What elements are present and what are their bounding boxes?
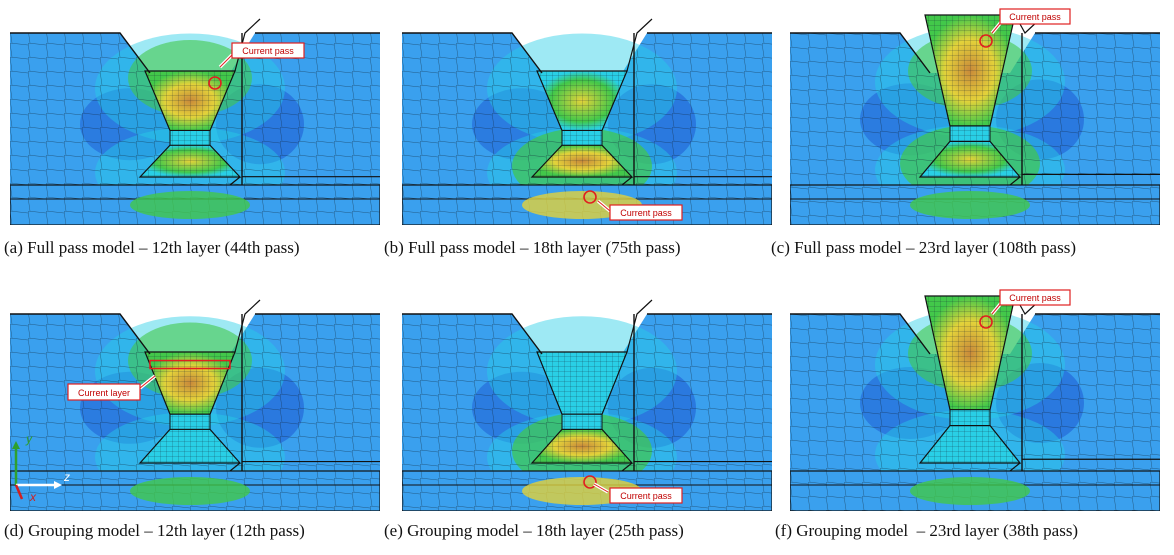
- caption-e: (e) Grouping model – 18th layer (25th pa…: [384, 521, 684, 540]
- panel-d-fe-model: Current layer y z x: [10, 299, 380, 511]
- current-pass-marker: [583, 190, 597, 204]
- panel-d: Current layer y z x: [10, 296, 380, 511]
- current-pass-marker: [208, 76, 222, 90]
- caption-d: (d) Grouping model – 12th layer (12th pa…: [4, 521, 305, 540]
- panel-c-fe-model: Current pass: [790, 8, 1160, 225]
- panel-b-fe-model: Current pass: [402, 18, 772, 225]
- callout-label: Current pass: [1009, 12, 1061, 22]
- callout-box: [67, 383, 141, 401]
- plate-outline: [790, 32, 1160, 74]
- z-axis-label: z: [63, 470, 70, 484]
- callout-label: Current pass: [620, 208, 672, 218]
- plate-outline: [402, 32, 772, 74]
- panel-e-fe-model: Current pass: [402, 299, 772, 511]
- caption-f: (f) Grouping model – 23rd layer (38th pa…: [775, 521, 1079, 540]
- panel-a-fe-model: Current pass: [10, 18, 380, 225]
- callout-label: Current pass: [620, 491, 672, 501]
- panel-b: Current pass: [402, 15, 772, 225]
- callout-box: [609, 487, 683, 504]
- plate-outline: [10, 32, 380, 74]
- panel-f-fe-model: Current pass: [790, 289, 1160, 511]
- callout-box: [609, 204, 683, 221]
- caption-c: (c) Full pass model – 23rd layer (108th …: [771, 238, 1076, 257]
- callout-box: [999, 8, 1071, 25]
- caption-b: (b) Full pass model – 18th layer (75th p…: [384, 238, 681, 257]
- callout-label: Current pass: [242, 46, 294, 56]
- panel-c: Current pass: [790, 5, 1160, 225]
- plate-outline: [10, 313, 380, 355]
- plate-outline: [402, 313, 772, 355]
- panel-a: Current pass: [10, 15, 380, 225]
- current-layer-highlight: [149, 359, 231, 370]
- current-pass-marker: [979, 34, 993, 48]
- current-pass-marker: [583, 475, 597, 489]
- y-axis-label: y: [25, 432, 33, 446]
- plate-outline: [790, 313, 1160, 355]
- callout-label: Current layer: [78, 388, 130, 398]
- panel-f: Current pass: [790, 286, 1160, 511]
- x-axis-arrow: [14, 484, 24, 500]
- current-pass-marker: [979, 315, 993, 329]
- callout-label: Current pass: [1009, 293, 1061, 303]
- caption-a: (a) Full pass model – 12th layer (44th p…: [4, 238, 300, 257]
- callout-box: [231, 42, 305, 59]
- panel-e: Current pass: [402, 296, 772, 511]
- callout-box: [999, 289, 1071, 306]
- x-axis-label: x: [29, 490, 37, 504]
